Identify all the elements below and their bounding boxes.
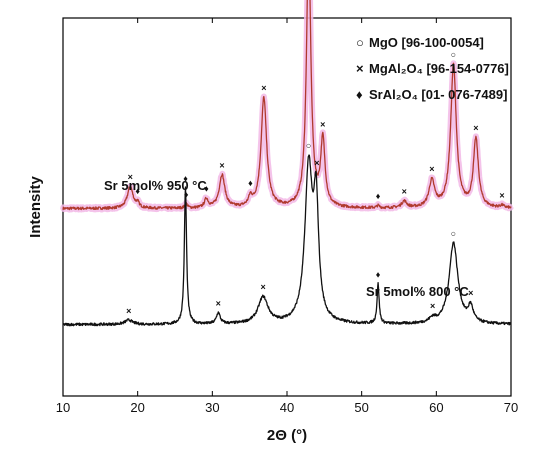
peak-marker: × [473, 123, 478, 133]
legend-label-mgal2o4: MgAl₂O₄ [96-154-0776] [369, 61, 509, 76]
peak-marker: × [126, 306, 131, 316]
peak-marker: × [320, 119, 325, 129]
peak-marker: × [261, 83, 266, 93]
peak-marker: × [499, 191, 504, 201]
sample-label-950: Sr 5mol% 950 °C [104, 178, 207, 193]
legend: ○ MgO [96-100-0054] × MgAl₂O₄ [96-154-07… [356, 35, 509, 102]
peak-marker: ♦ [376, 270, 381, 280]
peak-marker: ○ [451, 50, 456, 60]
legend-symbol-mgo: ○ [356, 35, 364, 50]
peak-marker: ♦ [376, 191, 381, 201]
series-layer [60, 0, 514, 327]
x-tick-label: 50 [354, 400, 368, 415]
x-tick-label: 10 [56, 400, 70, 415]
peak-marker: × [128, 172, 133, 182]
peak-marker: × [429, 164, 434, 174]
series-line-1 [62, 154, 512, 327]
x-axis-label: 2Θ (°) [267, 427, 307, 444]
peak-marker: × [468, 288, 473, 298]
peak-markers: ×♦♦♦×♦×○×♦××○×××♦××○×♦×○× [126, 50, 505, 316]
peak-marker: × [402, 187, 407, 197]
x-axis-ticks: 10 20 30 40 50 60 70 [56, 18, 518, 415]
y-axis-label: Intensity [27, 176, 44, 238]
series-line-0 [62, 0, 512, 211]
peak-marker: ♦ [183, 174, 188, 184]
peak-marker: ♦ [135, 186, 140, 196]
peak-marker: ♦ [184, 189, 189, 199]
legend-symbol-sral2o4: ♦ [356, 87, 363, 102]
peak-marker: ♦ [204, 184, 209, 194]
x-tick-label: 40 [280, 400, 294, 415]
peak-marker: × [219, 160, 224, 170]
x-tick-label: 60 [429, 400, 443, 415]
peak-marker: ♦ [248, 178, 253, 188]
x-tick-label: 70 [504, 400, 518, 415]
peak-marker: × [260, 282, 265, 292]
peak-marker: × [430, 301, 435, 311]
x-tick-label: 20 [130, 400, 144, 415]
legend-label-mgo: MgO [96-100-0054] [369, 35, 484, 50]
legend-label-sral2o4: SrAl₂O₄ [01- 076-7489] [369, 87, 507, 102]
sample-label-800: Sr 5mol% 800 °C [366, 284, 469, 299]
legend-symbol-mgal2o4: × [356, 61, 364, 76]
peak-marker: × [216, 298, 221, 308]
peak-marker: × [314, 158, 319, 168]
peak-marker: ○ [451, 228, 456, 238]
x-tick-label: 30 [205, 400, 219, 415]
peak-marker: ○ [306, 141, 311, 151]
